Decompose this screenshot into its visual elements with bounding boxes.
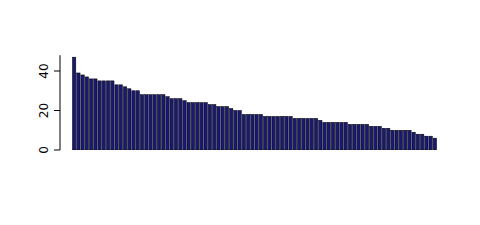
bar [340, 122, 343, 150]
chart: 0 20 40 [0, 0, 480, 225]
bar [89, 79, 92, 150]
bar [280, 116, 283, 150]
bar [412, 132, 415, 150]
bar [251, 114, 254, 150]
bar [183, 101, 186, 150]
bar [408, 130, 411, 150]
bar [187, 103, 190, 150]
bar [140, 95, 143, 150]
bar [302, 118, 305, 150]
y-tick [54, 71, 60, 72]
bar [382, 128, 385, 150]
bar [94, 79, 97, 150]
bar [353, 124, 356, 150]
bar [293, 118, 296, 150]
bar [196, 103, 199, 150]
bar [179, 99, 182, 150]
bar [420, 134, 423, 150]
bar [374, 126, 377, 150]
bar [119, 85, 122, 150]
bar [191, 103, 194, 150]
bar [289, 116, 292, 150]
bar [162, 95, 165, 150]
bar [145, 95, 148, 150]
bar [272, 116, 275, 150]
bar [221, 107, 224, 150]
bar [314, 118, 317, 150]
bar [395, 130, 398, 150]
bar [225, 107, 228, 150]
bar [153, 95, 156, 150]
bar [276, 116, 279, 150]
bar [149, 95, 152, 150]
bar [285, 116, 288, 150]
bar [204, 103, 207, 150]
bar [263, 116, 266, 150]
bar [319, 120, 322, 150]
bar [217, 107, 220, 150]
bar [416, 134, 419, 150]
bar [157, 95, 160, 150]
bar [327, 122, 330, 150]
bar [378, 126, 381, 150]
bar [212, 105, 215, 150]
bar [310, 118, 313, 150]
bar [98, 81, 101, 150]
y-tick-label: 20 [37, 103, 51, 118]
y-tick [54, 150, 60, 151]
bar [208, 105, 211, 150]
bar [102, 81, 105, 150]
bar [255, 114, 258, 150]
bar [331, 122, 334, 150]
bar [386, 128, 389, 150]
bar [268, 116, 271, 150]
bar [429, 136, 432, 150]
bar [433, 138, 436, 150]
y-axis-line [60, 55, 61, 150]
bar [370, 126, 373, 150]
bar [115, 85, 118, 150]
bar [361, 124, 364, 150]
bar [170, 99, 173, 150]
bar [336, 122, 339, 150]
bar [128, 89, 131, 150]
bar [234, 111, 237, 151]
y-tick-label: 40 [37, 63, 51, 78]
bar [242, 114, 245, 150]
bar [132, 91, 135, 150]
bar [123, 87, 126, 150]
bar [77, 73, 80, 150]
bar [348, 124, 351, 150]
bar [365, 124, 368, 150]
bar [391, 130, 394, 150]
bar [72, 57, 75, 150]
bar [425, 136, 428, 150]
bar [306, 118, 309, 150]
bar [403, 130, 406, 150]
bar [357, 124, 360, 150]
bar [136, 91, 139, 150]
bar [323, 122, 326, 150]
bar [259, 114, 262, 150]
bar [81, 75, 84, 150]
bar [344, 122, 347, 150]
bar [166, 97, 169, 150]
bar [229, 109, 232, 150]
bar [111, 81, 114, 150]
bar [246, 114, 249, 150]
y-tick [54, 110, 60, 111]
bar [297, 118, 300, 150]
bar [174, 99, 177, 150]
bar [238, 111, 241, 151]
bar [399, 130, 402, 150]
bar [200, 103, 203, 150]
y-tick-label: 0 [37, 146, 51, 154]
bar [85, 77, 88, 150]
bars [72, 57, 436, 150]
bar [106, 81, 109, 150]
